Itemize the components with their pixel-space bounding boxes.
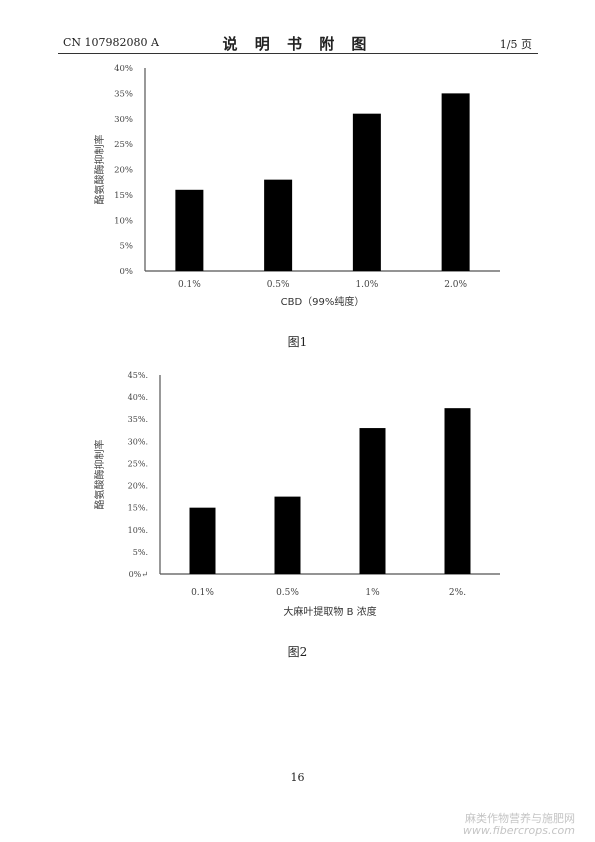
bar <box>444 408 471 574</box>
x-category-label: 2%. <box>449 588 466 598</box>
y-tick-label: 25%. <box>128 459 148 468</box>
figure-2-label: 图2 <box>287 645 308 659</box>
y-tick-label: 40% <box>114 64 133 74</box>
bar <box>264 179 293 271</box>
y-axis-title: 酪氨酸酶抑制率 <box>93 135 106 205</box>
y-tick-label: 5%. <box>133 548 148 557</box>
x-axis-title: 大麻叶提取物 B 浓度 <box>283 605 376 618</box>
y-tick-label: 15% <box>114 191 133 201</box>
y-tick-label: 40%. <box>128 393 148 402</box>
bar <box>274 496 301 574</box>
bar <box>175 189 204 271</box>
y-tick-label: 5% <box>120 242 134 252</box>
bar <box>441 93 470 271</box>
y-tick-label: 10%. <box>128 526 148 535</box>
figure-1-label: 图1 <box>287 335 308 349</box>
y-tick-label: 35% <box>114 89 133 99</box>
y-tick-label: 10% <box>114 216 133 226</box>
watermark-url: www.fibercrops.com <box>462 824 575 837</box>
bar <box>352 113 381 271</box>
y-tick-label: 45%. <box>128 371 148 380</box>
y-tick-label: 20%. <box>128 482 148 491</box>
y-tick-label: 15%. <box>128 504 148 513</box>
x-category-label: 0.1% <box>191 588 214 598</box>
figure-1-chart: 0% 5% 10% 15% 20% 25% 30% 35% 40% 0.1% 0.5% 1.0% 2.0… <box>93 64 500 308</box>
x-category-label: 2.0% <box>444 280 467 290</box>
figure-2-chart: 0%↵ 5%. 10%. 15%. 20%. 25%. 30%. 35%. 40%. 45%. 0.… <box>93 371 500 618</box>
y-tick-label: 0% <box>120 267 134 277</box>
y-axis-title: 酪氨酸酶抑制率 <box>93 440 106 510</box>
bar <box>189 507 216 574</box>
bar <box>359 428 386 574</box>
x-category-label: 0.5% <box>276 588 299 598</box>
y-tick-label: 30%. <box>128 437 148 446</box>
watermark-site-name: 麻类作物营养与施肥网 <box>465 812 575 825</box>
y-tick-label: 35%. <box>128 415 148 424</box>
y-tick-label: 20% <box>114 166 133 176</box>
x-category-label: 1% <box>365 588 380 598</box>
x-category-label: 0.1% <box>178 280 201 290</box>
y-tick-label: 0%↵ <box>129 570 148 579</box>
y-tick-label: 25% <box>114 140 133 150</box>
patent-number: CN 107982080 A <box>63 36 159 49</box>
y-tick-label: 30% <box>114 115 133 125</box>
x-category-label: 1.0% <box>355 280 378 290</box>
x-category-label: 0.5% <box>267 280 290 290</box>
page-title: 说 明 书 附 图 <box>222 35 373 53</box>
page-counter: 1/5 页 <box>499 38 532 51</box>
header-divider <box>58 53 538 54</box>
x-axis-title: CBD（99%纯度） <box>281 295 365 308</box>
page-number: 16 <box>290 771 305 784</box>
